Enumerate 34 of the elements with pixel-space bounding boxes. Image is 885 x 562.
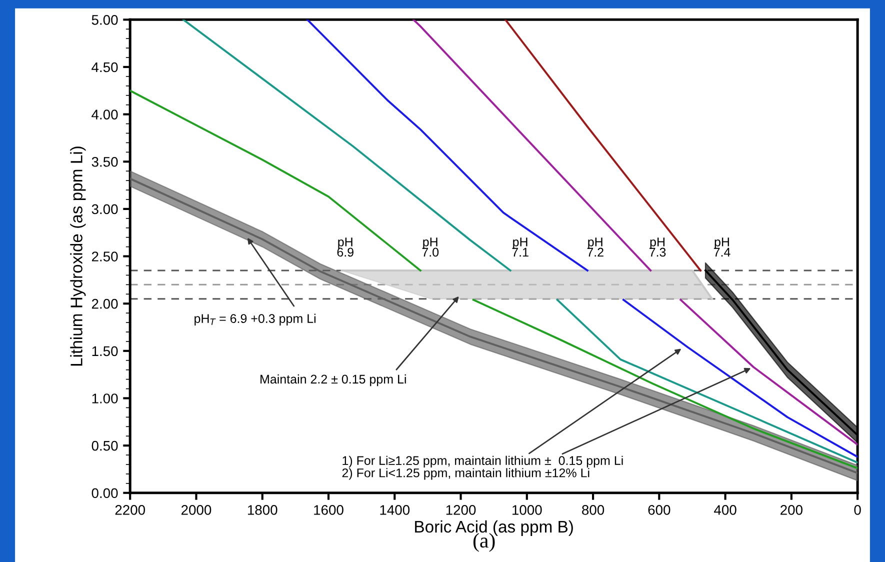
y-tick-label: 2.50 [92, 252, 118, 262]
x-tick-label: 1800 [248, 505, 278, 515]
annotation: 1) For Li≥1.25 ppm, maintain lithium ± 0.15 ppm Li [342, 456, 623, 468]
x-tick-label: 2200 [115, 505, 145, 515]
x-tick-label: 0 [854, 505, 861, 515]
y-tick-label: 3.00 [92, 204, 118, 214]
annotation: Maintain 2.2 ± 0.15 ppm Li [260, 374, 406, 386]
y-tick-label: 0.00 [92, 488, 118, 498]
annotation: pH 7.0 [422, 238, 439, 257]
x-tick-label: 2000 [181, 505, 212, 515]
annotation: pH 7.1 [512, 238, 528, 257]
x-tick-label: 1400 [380, 505, 410, 515]
y-tick-label: 1.00 [92, 394, 118, 404]
annotation: 2) For Li<1.25 ppm, maintain lithium ±12% Li [342, 468, 590, 480]
y-tick-label: 3.50 [92, 156, 118, 167]
x-tick-label: 200 [780, 505, 802, 515]
y-tick-label: 5.00 [92, 15, 118, 25]
annotation: pH 6.9 [337, 238, 354, 257]
annotation: pH 7.4 [714, 238, 730, 257]
annotation: pH 7.3 [649, 238, 666, 257]
x-tick-label: 1200 [446, 505, 476, 515]
y-tick-label: 4.00 [92, 110, 118, 120]
y-axis-title: Lithium Hydroxide (as ppm Li) [70, 146, 86, 366]
x-tick-label: 400 [714, 505, 736, 515]
x-tick-label: 800 [582, 505, 604, 515]
x-tick-label: 600 [648, 505, 670, 515]
y-tick-label: 2.00 [92, 298, 118, 309]
x-tick-label: 1600 [314, 505, 344, 515]
y-tick-label: 4.50 [92, 62, 118, 72]
y-tick-label: 1.50 [92, 346, 118, 356]
y-tick-label: 0.50 [92, 440, 118, 451]
annotation: pH$_{T}$ = 6.9 +0.3 ppm Li [194, 314, 316, 326]
annotation: pH 7.2 [587, 238, 604, 257]
x-tick-label: 1000 [512, 505, 542, 515]
